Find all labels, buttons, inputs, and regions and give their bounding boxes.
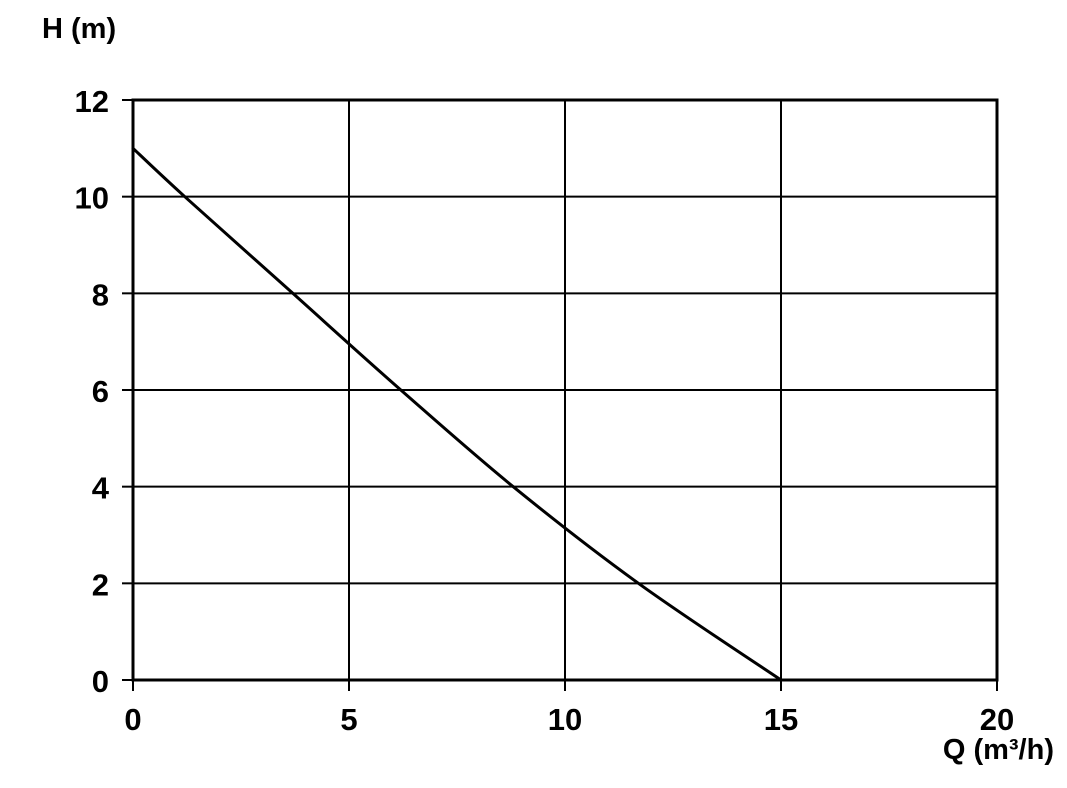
x-tick-label: 5 xyxy=(340,702,357,737)
pump-curve-line xyxy=(131,146,783,682)
y-tick-label: 12 xyxy=(75,84,109,119)
x-tick-label: 15 xyxy=(764,702,798,737)
x-tick-label: 0 xyxy=(124,702,141,737)
y-tick-label: 2 xyxy=(92,567,109,602)
y-axis-title: H (m) xyxy=(42,13,117,45)
y-tick-label: 8 xyxy=(92,277,109,312)
y-tick-label: 10 xyxy=(75,181,109,216)
y-tick-label: 6 xyxy=(92,374,109,409)
x-tick-label: 10 xyxy=(548,702,582,737)
x-axis-title: Q (m³/h) xyxy=(942,734,1054,766)
y-tick-label: 4 xyxy=(92,471,110,506)
y-tick-label: 0 xyxy=(92,664,109,699)
x-tick-label: 20 xyxy=(980,702,1014,737)
